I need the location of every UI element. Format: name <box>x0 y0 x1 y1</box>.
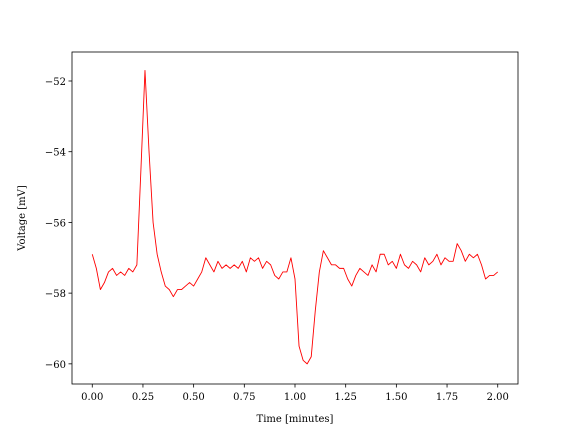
x-tick-label: 0.25 <box>132 392 154 403</box>
x-tick-label: 0.00 <box>81 392 103 403</box>
y-tick-label: −56 <box>45 218 66 229</box>
line-series <box>91 69 499 365</box>
x-tick-label: 1.75 <box>436 392 458 403</box>
x-tick-label: 1.50 <box>385 392 407 403</box>
x-tick-label: 2.00 <box>487 392 509 403</box>
x-tick-label: 1.00 <box>284 392 306 403</box>
x-axis-label: Time [minutes] <box>257 414 334 425</box>
x-tick-label: 0.75 <box>233 392 255 403</box>
y-tick-label: −58 <box>45 289 66 300</box>
x-tick-label: 1.25 <box>335 392 357 403</box>
y-tick-label: −60 <box>45 360 66 371</box>
y-axis-label: Voltage [mV] <box>17 185 28 252</box>
x-tick-label: 0.50 <box>183 392 205 403</box>
y-tick-label: −54 <box>45 148 66 159</box>
y-tick-label: −52 <box>45 77 66 88</box>
